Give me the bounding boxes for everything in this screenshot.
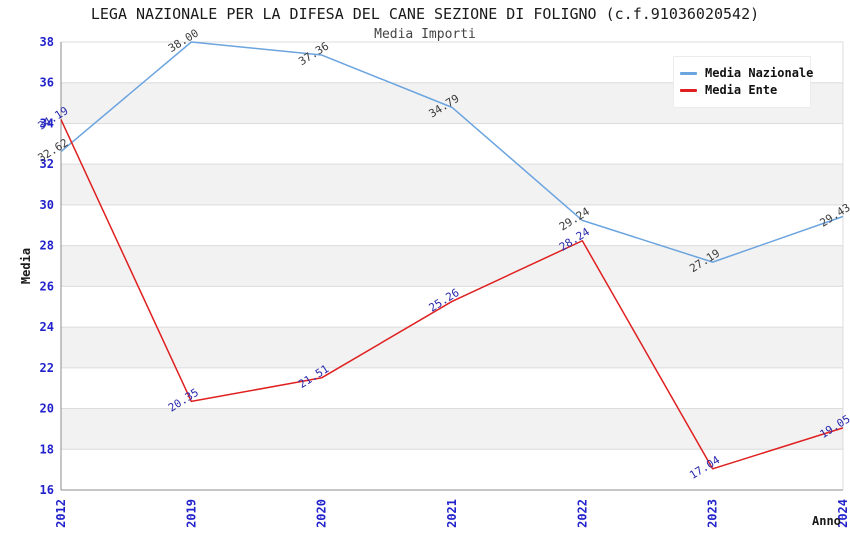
series-line-media-ente	[60, 119, 844, 470]
chart-title: LEGA NAZIONALE PER LA DIFESA DEL CANE SE…	[90, 5, 760, 23]
y-tick-label: 36	[40, 76, 54, 90]
legend-marker-line-icon	[680, 88, 697, 92]
chart-subtitle: Media Importi	[374, 27, 476, 42]
y-tick-label: 20	[40, 402, 54, 416]
value-label: 25.26	[427, 286, 462, 315]
y-tick-label: 26	[40, 279, 54, 293]
y-tick-label: 38	[40, 35, 54, 49]
x-tick-label: 2024	[836, 499, 850, 528]
legend-item-media-ente: Media Ente	[680, 83, 802, 97]
y-tick-label: 30	[40, 198, 54, 212]
y-tick-label: 16	[40, 483, 54, 497]
y-tick-label: 34	[40, 116, 54, 130]
background-band	[61, 327, 843, 368]
legend-label-media-nazionale: Media Nazionale	[705, 66, 814, 80]
value-label: 37.36	[296, 40, 331, 69]
y-tick-label: 18	[40, 442, 54, 456]
x-tick-label: 2012	[54, 499, 68, 528]
y-tick-label: 22	[40, 361, 54, 375]
background-band	[61, 245, 843, 287]
y-tick-label: 32	[40, 157, 54, 171]
y-tick-label: 28	[40, 239, 54, 253]
x-tick-label: 2021	[445, 499, 459, 528]
series-line-media-nazionale	[60, 41, 844, 263]
x-tick-label: 2022	[575, 499, 589, 528]
legend: Media Nazionale Media Ente	[673, 56, 813, 108]
y-axis-title: Media	[19, 247, 33, 285]
legend-marker-line-icon	[680, 71, 697, 75]
x-axis-title: Anno	[812, 514, 841, 528]
value-label: 38.00	[166, 27, 201, 56]
x-tick-label: 2020	[315, 499, 329, 528]
legend-label-media-ente: Media Ente	[705, 83, 778, 97]
background-band	[61, 408, 843, 450]
y-tick-label: 24	[40, 320, 54, 334]
legend-item-media-nazionale: Media Nazionale	[680, 66, 813, 80]
background-band	[61, 164, 843, 205]
x-tick-label: 2023	[706, 499, 720, 528]
x-tick-label: 2019	[184, 499, 198, 528]
